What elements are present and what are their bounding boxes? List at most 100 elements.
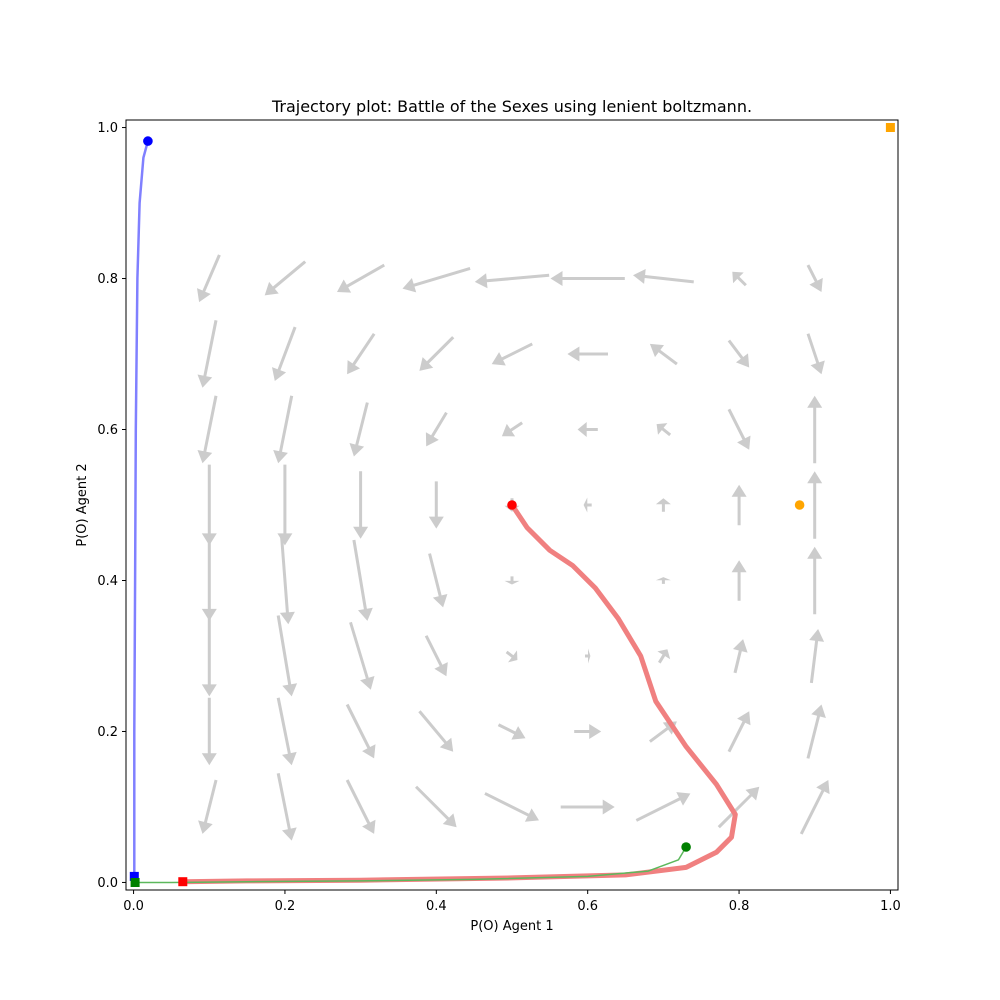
chart-title: Trajectory plot: Battle of the Sexes usi… (271, 97, 752, 116)
vector-arrow (733, 639, 748, 674)
vector-arrow (428, 553, 448, 608)
vector-arrow (198, 779, 218, 834)
vector-arrow (550, 271, 625, 286)
y-tick-label: 1.0 (97, 121, 118, 136)
y-tick-label: 0.8 (97, 272, 118, 287)
vector-arrow (424, 635, 448, 677)
x-tick-label: 0.4 (426, 899, 447, 914)
vector-arrow (347, 333, 376, 375)
vector-arrow (732, 271, 747, 287)
axes-frame (125, 119, 899, 891)
vector-arrow (197, 254, 221, 303)
trajectory-line (134, 846, 687, 884)
x-axis-label: P(O) Agent 1 (470, 919, 553, 934)
vector-arrow (345, 703, 376, 759)
end-marker (130, 878, 140, 887)
vector-arrow (201, 615, 217, 697)
y-axis-label: P(O) Agent 2 (75, 463, 90, 546)
vector-arrow (727, 408, 751, 450)
vector-arrow (656, 423, 672, 437)
vector-arrow (585, 648, 591, 664)
vector-arrow (806, 264, 823, 292)
vector-arrow (337, 263, 385, 293)
vector-arrow (574, 724, 602, 739)
trajectories (133, 139, 738, 885)
vector-arrow (277, 464, 293, 546)
x-tick-label: 1.0 (880, 899, 901, 914)
vector-arrow (635, 792, 691, 822)
start-marker (794, 500, 805, 510)
vector-arrow (655, 498, 671, 512)
vector-arrow (425, 411, 448, 447)
start-marker (143, 136, 153, 146)
vector-arrow (484, 792, 539, 822)
axes: 0.0 0.2 0.4 0.6 0.8 1.0 0.0 0.2 0.4 0.6 0.8 1.0 (97, 119, 901, 914)
vector-arrow (731, 560, 747, 601)
vector-arrow (352, 539, 373, 621)
y-tick-label: 0.6 (97, 423, 118, 438)
vector-arrow (717, 786, 760, 829)
y-tick-label: 0.4 (97, 574, 118, 589)
vector-arrow (806, 704, 826, 759)
vector-arrow (276, 615, 298, 697)
vector-arrow (504, 576, 520, 585)
vector-arrow (583, 497, 592, 513)
vector-arrow (418, 710, 454, 752)
vector-arrow (276, 773, 297, 841)
vector-arrow (649, 343, 678, 366)
x-tick-label: 0.6 (577, 899, 598, 914)
vector-arrow (419, 336, 455, 371)
end-marker (129, 871, 139, 881)
vector-arrow (655, 577, 671, 584)
vector-arrow (272, 326, 297, 381)
vector-arrow (279, 536, 295, 625)
x-tick-label: 0.2 (275, 899, 296, 914)
vector-arrow (807, 471, 823, 539)
y-tick-label: 0.2 (97, 725, 118, 740)
vector-arrow (657, 649, 671, 664)
vector-arrow (474, 273, 550, 289)
trajectory-markers (129, 123, 895, 887)
vector-arrow (402, 267, 471, 293)
vector-field (197, 254, 830, 841)
vector-arrow (501, 421, 523, 437)
vector-arrow (497, 723, 526, 740)
vector-arrow (273, 395, 294, 464)
vector-arrow (799, 780, 830, 835)
vector-arrow (264, 260, 307, 296)
vector-arrow (201, 464, 217, 546)
vector-arrow (807, 546, 823, 615)
vector-arrow (807, 395, 823, 464)
start-marker (507, 500, 517, 510)
vector-arrow (727, 339, 750, 368)
vector-arrow (491, 342, 533, 366)
vector-arrow (727, 711, 751, 753)
x-tick-label: 0.0 (123, 899, 144, 914)
trajectory-line (133, 139, 150, 878)
vector-arrow (353, 471, 369, 539)
vector-arrow (560, 799, 615, 815)
end-marker (885, 123, 895, 132)
vector-arrow (809, 629, 825, 684)
x-tick-label: 0.8 (729, 899, 750, 914)
vector-arrow (349, 402, 369, 457)
vector-arrow (577, 422, 598, 437)
vector-arrow (415, 785, 457, 828)
vector-arrow (349, 621, 375, 690)
vector-arrow (633, 269, 694, 284)
end-marker (178, 877, 188, 887)
vector-arrow (428, 481, 444, 529)
vector-arrow (201, 697, 217, 766)
vector-arrow (197, 395, 218, 464)
y-tick-label: 0.0 (97, 876, 118, 891)
vector-arrow (345, 779, 376, 834)
vector-arrow (201, 540, 217, 621)
vector-arrow (276, 697, 297, 766)
start-marker (681, 842, 691, 852)
vector-arrow (731, 484, 747, 526)
vector-arrow (505, 650, 518, 663)
vector-arrow (197, 320, 218, 388)
vector-arrow (567, 346, 608, 362)
vector-arrow (806, 333, 825, 375)
